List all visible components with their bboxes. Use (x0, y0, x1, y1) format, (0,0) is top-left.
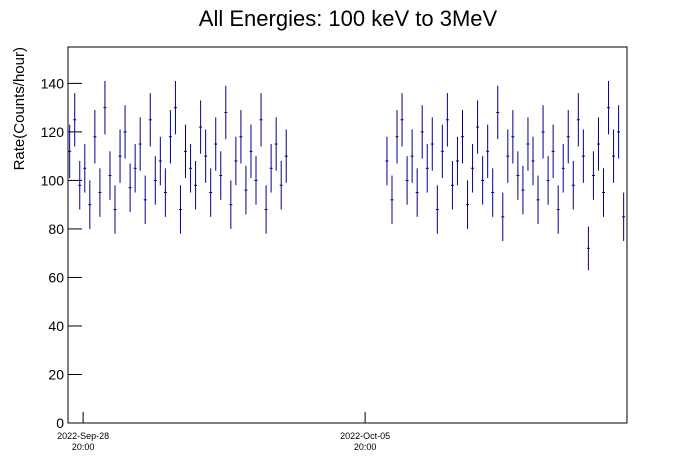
y-tick-label: 80 (48, 221, 64, 237)
y-tick-label: 60 (48, 269, 64, 285)
y-axis-label: Rate(Counts/hour) (11, 47, 28, 170)
x-tick-time: 20:00 (72, 442, 95, 452)
y-tick-label: 40 (48, 318, 64, 334)
y-tick-label: 100 (41, 172, 65, 188)
plot-frame (67, 46, 628, 424)
y-tick-label: 140 (41, 75, 65, 91)
y-tick-label: 20 (48, 366, 64, 382)
x-tick-time: 20:00 (354, 442, 377, 452)
y-tick-label: 120 (41, 124, 65, 140)
y-tick-label: 0 (56, 415, 64, 431)
x-tick-label: 2022-Sep-28 (57, 431, 109, 441)
x-tick-label: 2022-Oct-05 (340, 431, 390, 441)
chart-title: All Energies: 100 keV to 3MeV (199, 6, 498, 31)
